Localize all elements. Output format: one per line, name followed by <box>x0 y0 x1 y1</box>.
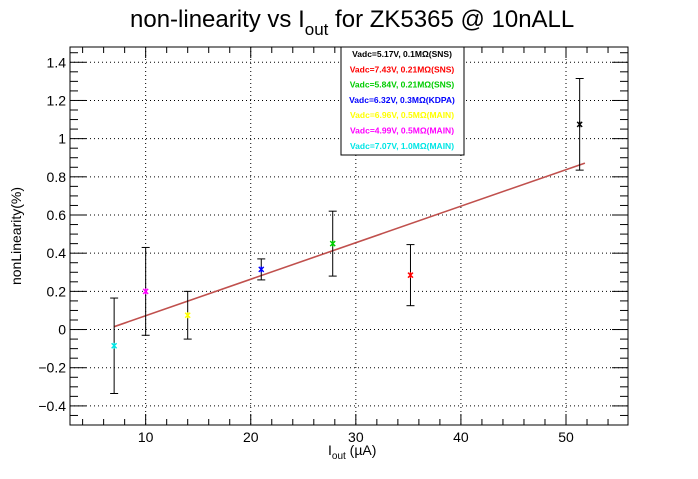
data-point-group <box>183 290 192 340</box>
y-tick-label: −0.4 <box>38 398 66 414</box>
data-point-group <box>110 297 119 394</box>
data-point-marker <box>184 312 191 319</box>
x-axis-label-main: I <box>328 442 332 458</box>
x-axis-label-rest: (µA) <box>346 442 377 458</box>
data-point-marker <box>142 288 149 295</box>
x-tick-label: 30 <box>348 429 364 445</box>
legend-box <box>340 46 465 156</box>
legend-entry: Vadc=6.96V, 0.5MΩ(MAIN) <box>350 110 454 120</box>
data-point-marker <box>576 121 583 128</box>
data-point-group <box>328 210 337 277</box>
x-tick-label: 20 <box>243 429 259 445</box>
legend-entry: Vadc=4.99V, 0.5MΩ(MAIN) <box>350 126 454 136</box>
y-tick-label: 0.8 <box>47 169 67 185</box>
legend-entry: Vadc=6.32V, 0.3MΩ(KDPA) <box>349 95 455 105</box>
y-tick-label: 0.4 <box>47 245 67 261</box>
data-point-group <box>575 78 584 171</box>
y-tick-label: 0 <box>58 322 66 338</box>
legend: Vadc=5.17V, 0.1MΩ(SNS) Vadc=7.43V, 0.21MΩ… <box>340 46 465 156</box>
x-axis-label-sub: out <box>332 451 346 462</box>
y-tick-label: 0.6 <box>47 207 67 223</box>
y-tick-label: 1.4 <box>47 54 67 70</box>
legend-entry: Vadc=7.43V, 0.21MΩ(SNS) <box>350 64 455 74</box>
data-point-marker <box>329 240 336 247</box>
y-tick-label: −0.2 <box>38 360 66 376</box>
x-tick-label: 50 <box>558 429 574 445</box>
legend-entry: Vadc=5.17V, 0.1MΩ(SNS) <box>352 49 452 59</box>
data-points <box>110 78 584 394</box>
y-tick-label: 1 <box>58 131 66 147</box>
y-tick-label: 1.2 <box>47 92 67 108</box>
fit-line-group <box>113 162 586 328</box>
chart-title-main: non-linearity vs I <box>130 6 305 33</box>
chart-title: non-linearity vs Iout for ZK5365 @ 10nAL… <box>130 6 574 39</box>
data-point-marker <box>111 342 118 349</box>
x-tick-label: 10 <box>138 429 154 445</box>
grid <box>70 47 628 425</box>
data-point-group <box>406 244 415 307</box>
data-point-group <box>257 258 266 281</box>
chart-title-rest: for ZK5365 @ 10nALL <box>328 6 574 33</box>
axis-ticks: 10 20 30 40 50 −0.4 −0.2 0 0.2 0.4 0.6 0.8 1 1.2 1.4 <box>38 47 628 445</box>
legend-entry: Vadc=7.07V, 1.0MΩ(MAIN) <box>350 141 454 151</box>
y-tick-label: 0.2 <box>47 283 67 299</box>
x-tick-label: 40 <box>453 429 469 445</box>
data-point-marker <box>407 272 414 279</box>
data-point-group <box>141 246 150 336</box>
data-point-marker <box>258 266 265 273</box>
x-axis-label: Iout (µA) <box>328 442 376 462</box>
chart-title-sub: out <box>305 20 329 39</box>
fit-line <box>113 162 586 328</box>
legend-entry: Vadc=5.84V, 0.21MΩ(SNS) <box>350 80 455 90</box>
y-axis-label: nonLinearity(%) <box>8 187 24 285</box>
